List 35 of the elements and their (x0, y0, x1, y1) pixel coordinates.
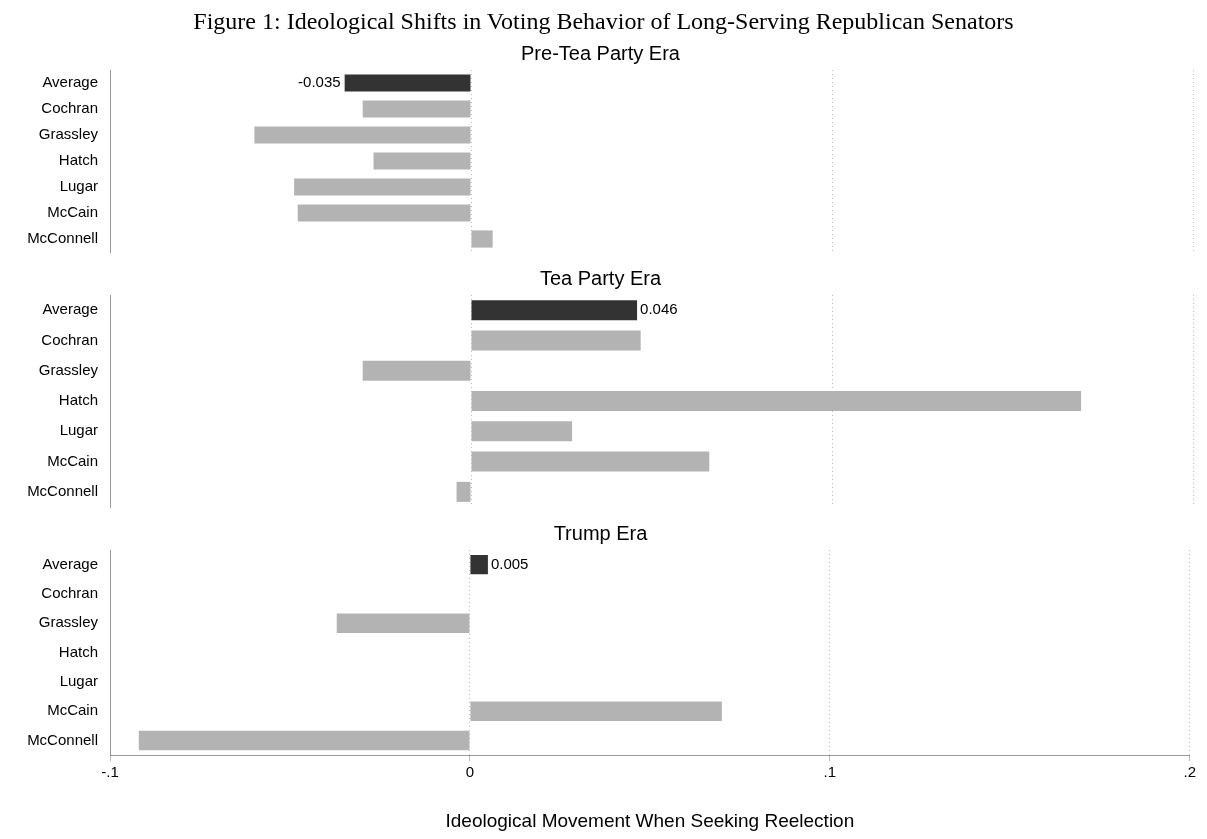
y-tick-label: McConnell (27, 482, 98, 499)
y-tick-label: Cochran (41, 584, 98, 602)
y-tick-label: McCain (47, 451, 98, 469)
data-label: 0.046 (640, 300, 678, 318)
y-tick-label: Lugar (59, 672, 98, 690)
y-tick-label: Cochran (41, 330, 98, 348)
y-tick-label: Grassley (38, 613, 99, 631)
y-tick-label: Cochran (41, 99, 98, 117)
x-tick-label: 0 (465, 763, 475, 781)
bar (471, 300, 638, 321)
y-tick-label: Lugar (59, 177, 98, 195)
bar (470, 554, 488, 575)
data-label: -0.035 (298, 73, 341, 91)
y-tick-label: Grassley (38, 125, 99, 143)
y-tick-label: Hatch (58, 391, 98, 409)
x-tick-label: -.1 (101, 763, 119, 781)
y-tick-label: Average (42, 300, 98, 318)
chart-title: Figure 1: Ideological Shifts in Voting Behavior of Long-Serving Republican Senators (192, 8, 1015, 36)
y-tick-label: Average (42, 73, 98, 91)
y-tick-label: McCain (47, 701, 98, 719)
y-tick-label: McConnell (27, 730, 98, 748)
y-tick-label: Average (42, 554, 98, 572)
y-tick-label: Grassley (38, 360, 99, 378)
y-tick-label: McConnell (27, 229, 98, 247)
y-tick-label: Hatch (58, 151, 98, 169)
chart-subtitle: Tea Party Era (539, 266, 662, 289)
x-tick-label: .1 (823, 763, 837, 781)
x-axis-title: Ideological Movement When Seeking Reelection (445, 809, 855, 831)
y-tick-label: Hatch (58, 642, 98, 660)
chart-subtitle: Trump Era (553, 521, 649, 544)
y-tick-label: Lugar (59, 421, 98, 439)
y-tick-label: McCain (47, 203, 98, 221)
x-tick-label: .2 (1183, 763, 1196, 781)
chart-subtitle: Pre-Tea Party Era (521, 41, 681, 64)
data-label: 0.005 (490, 554, 529, 572)
